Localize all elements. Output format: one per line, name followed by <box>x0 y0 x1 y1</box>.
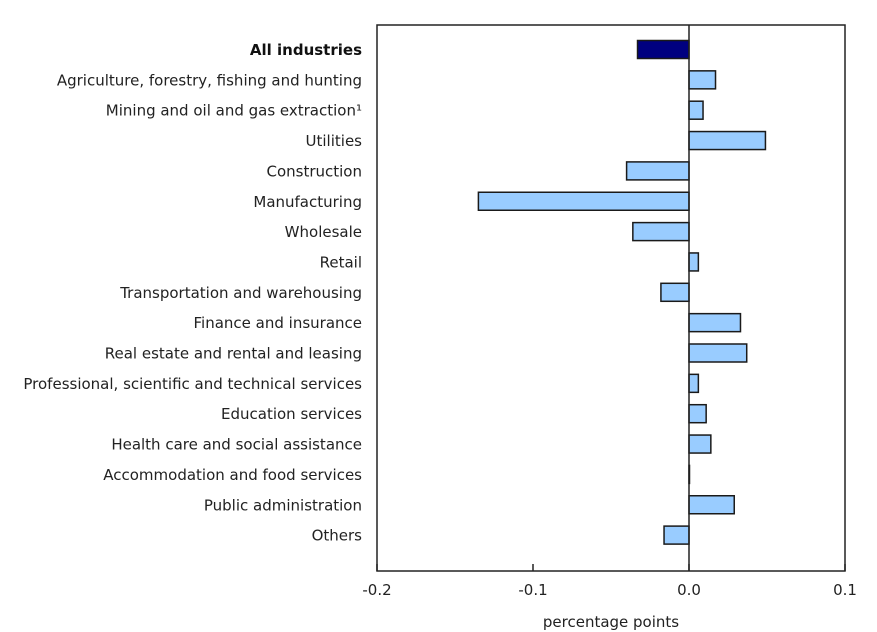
bar-9 <box>688 312 742 333</box>
x-tick-label-0: -0.2 <box>362 581 391 599</box>
category-label-9: Finance and insurance <box>194 314 362 332</box>
category-label-6: Wholesale <box>285 223 362 241</box>
category-label-12: Education services <box>221 405 362 423</box>
bar-1 <box>688 70 717 90</box>
bar-16 <box>663 525 690 545</box>
x-tick-label-2: 0.0 <box>677 581 701 599</box>
category-label-0: All industries <box>250 41 362 59</box>
bar-12 <box>688 403 707 424</box>
bar-5 <box>477 191 690 211</box>
bar-6 <box>632 221 690 242</box>
category-label-7: Retail <box>320 253 362 271</box>
category-label-1: Agriculture, forestry, fishing and hunti… <box>57 71 362 89</box>
category-label-15: Public administration <box>204 496 362 514</box>
category-label-11: Professional, scientific and technical s… <box>23 375 362 393</box>
category-label-13: Health care and social assistance <box>111 436 362 454</box>
bar-3 <box>688 130 767 151</box>
category-label-5: Manufacturing <box>253 193 362 211</box>
plot-frame <box>376 24 846 572</box>
bar-11 <box>688 373 700 394</box>
bar-10 <box>688 343 748 363</box>
category-labels: All industries Agriculture, forestry, fis… <box>23 41 362 545</box>
category-label-10: Real estate and rental and leasing <box>105 345 362 363</box>
bar-0 <box>636 39 690 60</box>
x-tick-label-3: 0.1 <box>833 581 857 599</box>
bars-group <box>477 39 767 545</box>
category-label-4: Construction <box>266 162 362 180</box>
category-label-2: Mining and oil and gas extraction¹ <box>106 102 362 120</box>
bar-2 <box>688 100 704 120</box>
category-label-14: Accommodation and food services <box>103 466 362 484</box>
bar-13 <box>688 434 712 454</box>
x-axis-ticks: -0.2 -0.1 0.0 0.1 <box>362 564 857 599</box>
bar-4 <box>625 161 690 181</box>
x-axis-title: percentage points <box>543 613 679 631</box>
bar-8 <box>660 282 690 303</box>
bar-7 <box>688 252 700 272</box>
x-tick-label-1: -0.1 <box>518 581 547 599</box>
category-label-8: Transportation and warehousing <box>119 284 362 302</box>
category-label-16: Others <box>312 527 363 545</box>
bar-15 <box>688 495 735 515</box>
category-label-3: Utilities <box>306 132 363 150</box>
